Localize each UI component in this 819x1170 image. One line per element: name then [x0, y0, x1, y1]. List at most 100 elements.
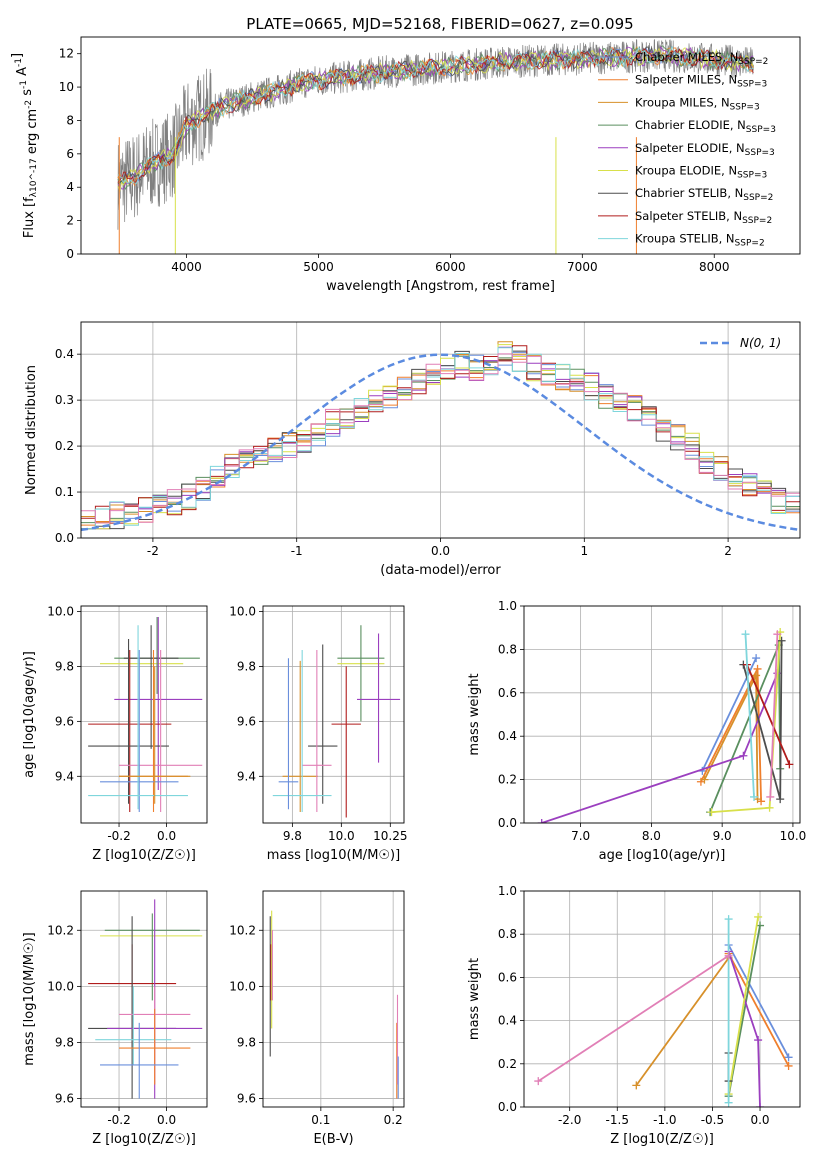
weight_vs_age-chart: 7.0 8.0 9.0 10.0 0.0 0.2 0.4 0.6 0.8 1.0 age [log1… — [467, 599, 806, 863]
x-tick-label: 10.25 — [373, 829, 407, 843]
y-axis-label: mass weight — [467, 958, 482, 1040]
y-tick-label: 0.2 — [55, 439, 74, 453]
y-tick-label: 0.4 — [55, 347, 74, 361]
mass_vs_EBV-chart: 0.1 0.2 9.6 9.8 10.0 10.2 E(B-V) — [229, 890, 405, 1147]
legend-label: Chabrier MILES, NSSP=2 — [635, 50, 768, 67]
y-axis-label: age [log10(age/yr)] — [22, 651, 37, 778]
legend-label: Kroupa MILES, NSSP=3 — [635, 95, 760, 112]
weight-point-marker — [707, 808, 716, 817]
y-tick-label: 0.0 — [498, 1100, 517, 1114]
x-axis-label: age [log10(age/yr)] — [599, 848, 726, 863]
x-tick-label: 10.0 — [780, 829, 807, 843]
x-tick-label: -1.5 — [606, 1113, 629, 1127]
y-tick-label: 9.6 — [237, 714, 256, 728]
weight-series-line — [727, 916, 759, 1095]
y-tick-label: 0.2 — [498, 773, 517, 787]
weight-series-line — [537, 955, 730, 1082]
weight-series-line — [703, 675, 759, 800]
y-tick-label: 0.2 — [498, 1057, 517, 1071]
x-axis-label: Z [log10(Z/Z☉)] — [92, 848, 196, 863]
y-tick-label: 8 — [66, 113, 74, 127]
y-tick-label: 4 — [66, 180, 74, 194]
x-tick-label: -0.5 — [701, 1113, 724, 1127]
weight-point-marker — [752, 671, 761, 680]
y-tick-label: 9.8 — [55, 1035, 74, 1049]
weight-point-marker — [724, 951, 733, 960]
weight-point-marker — [750, 792, 758, 801]
weight-series-line — [769, 634, 779, 798]
weight-point-marker — [784, 1061, 793, 1070]
weight-point-marker — [754, 1036, 763, 1045]
y-tick-label: 0.0 — [55, 531, 74, 545]
weight-series-line — [746, 664, 791, 765]
weight-point-marker — [752, 654, 761, 663]
weight-point-marker — [773, 630, 782, 639]
x-tick-label: 9.8 — [283, 829, 302, 843]
weight-point-marker — [756, 1103, 765, 1107]
x-axis-label: (data-model)/error — [380, 563, 501, 578]
x-tick-label: 0.0 — [157, 829, 176, 843]
y-tick-label: 0.6 — [498, 686, 517, 700]
x-tick-label: -1 — [291, 544, 303, 558]
y-tick-label: 9.4 — [237, 769, 256, 783]
x-axis-label: E(B-V) — [313, 1132, 353, 1147]
y-tick-label: 0.8 — [498, 927, 517, 941]
x-tick-label: 0.0 — [750, 1113, 769, 1127]
y-tick-label: 9.8 — [237, 1035, 256, 1049]
legend-label: Salpeter STELIB, NSSP=2 — [635, 209, 772, 226]
weight-series-line — [541, 672, 779, 823]
age_vs_mass-plot-area — [272, 625, 401, 818]
y-axis-label: Normed distribution — [24, 365, 39, 495]
x-axis-label: wavelength [Angstrom, rest frame] — [326, 279, 555, 294]
y-tick-label: 0.3 — [55, 393, 74, 407]
y-tick-label: 9.6 — [237, 1092, 256, 1106]
axes-frame — [262, 890, 405, 1108]
x-tick-label: 0.2 — [384, 1113, 403, 1127]
charts-layer: 4000 5000 6000 7000 8000024681012wavelength … — [10, 36, 806, 1147]
x-tick-label: 5000 — [303, 260, 334, 274]
y-tick-label: 10.0 — [229, 979, 256, 993]
y-tick-label: 0 — [66, 247, 74, 261]
mass_vs_EBV-plot-area — [269, 910, 399, 1099]
residuals-plot-area — [81, 341, 800, 532]
x-tick-label: -0.2 — [107, 829, 130, 843]
weight-point-marker — [766, 792, 775, 801]
weight-point-marker — [534, 1077, 543, 1086]
y-tick-label: 9.4 — [55, 769, 74, 783]
weight-point-marker — [754, 912, 763, 921]
legend-label: Chabrier ELODIE, NSSP=3 — [635, 118, 776, 135]
x-tick-label: 1 — [580, 544, 588, 558]
y-tick-label: 0.1 — [55, 485, 74, 499]
x-tick-label: 6000 — [435, 260, 466, 274]
y-axis-label: mass weight — [467, 673, 482, 755]
y-tick-label: 0.6 — [498, 970, 517, 984]
mass_vs_Z-chart: -0.2 0.0 9.6 9.8 10.0 10.2 Z [log10(Z/Z☉)] mass… — [22, 890, 208, 1147]
weight-point-marker — [765, 803, 774, 812]
x-tick-label: -0.2 — [107, 1113, 130, 1127]
y-tick-label: 10 — [59, 80, 74, 94]
x-tick-label: 0.0 — [431, 544, 450, 558]
weight_vs_age-plot-area — [537, 628, 794, 823]
x-tick-label: 4000 — [171, 260, 202, 274]
x-axis-label: mass [log10(M/M☉)] — [267, 848, 400, 863]
y-axis-label: Flux [fλ10^-17 erg cm-2 s-1 A-1] — [10, 53, 40, 238]
axes-frame — [80, 36, 801, 255]
weight-series-line — [727, 944, 790, 1058]
spectrum-model-line — [117, 45, 754, 185]
weight-point-marker — [724, 915, 733, 924]
legend-label: Chabrier STELIB, NSSP=2 — [635, 186, 773, 203]
x-tick-label: -2 — [147, 544, 159, 558]
y-tick-label: 9.8 — [55, 659, 74, 673]
legend-label: Salpeter ELODIE, NSSP=3 — [635, 141, 775, 158]
y-tick-label: 1.0 — [498, 599, 517, 613]
y-tick-label: 9.8 — [237, 659, 256, 673]
x-tick-label: 8000 — [699, 260, 730, 274]
y-tick-label: 0.0 — [498, 816, 517, 830]
age_vs_Z-plot-area — [88, 616, 203, 813]
residuals-chart: -2 -1 0.0 1 2 0.0 0.1 0.2 0.3 0.4 (data-model)/err… — [24, 321, 801, 578]
y-tick-label: 10.0 — [47, 604, 74, 618]
weight-point-marker — [785, 760, 794, 769]
y-tick-label: 12 — [59, 47, 74, 61]
y-tick-label: 10.2 — [229, 923, 256, 937]
